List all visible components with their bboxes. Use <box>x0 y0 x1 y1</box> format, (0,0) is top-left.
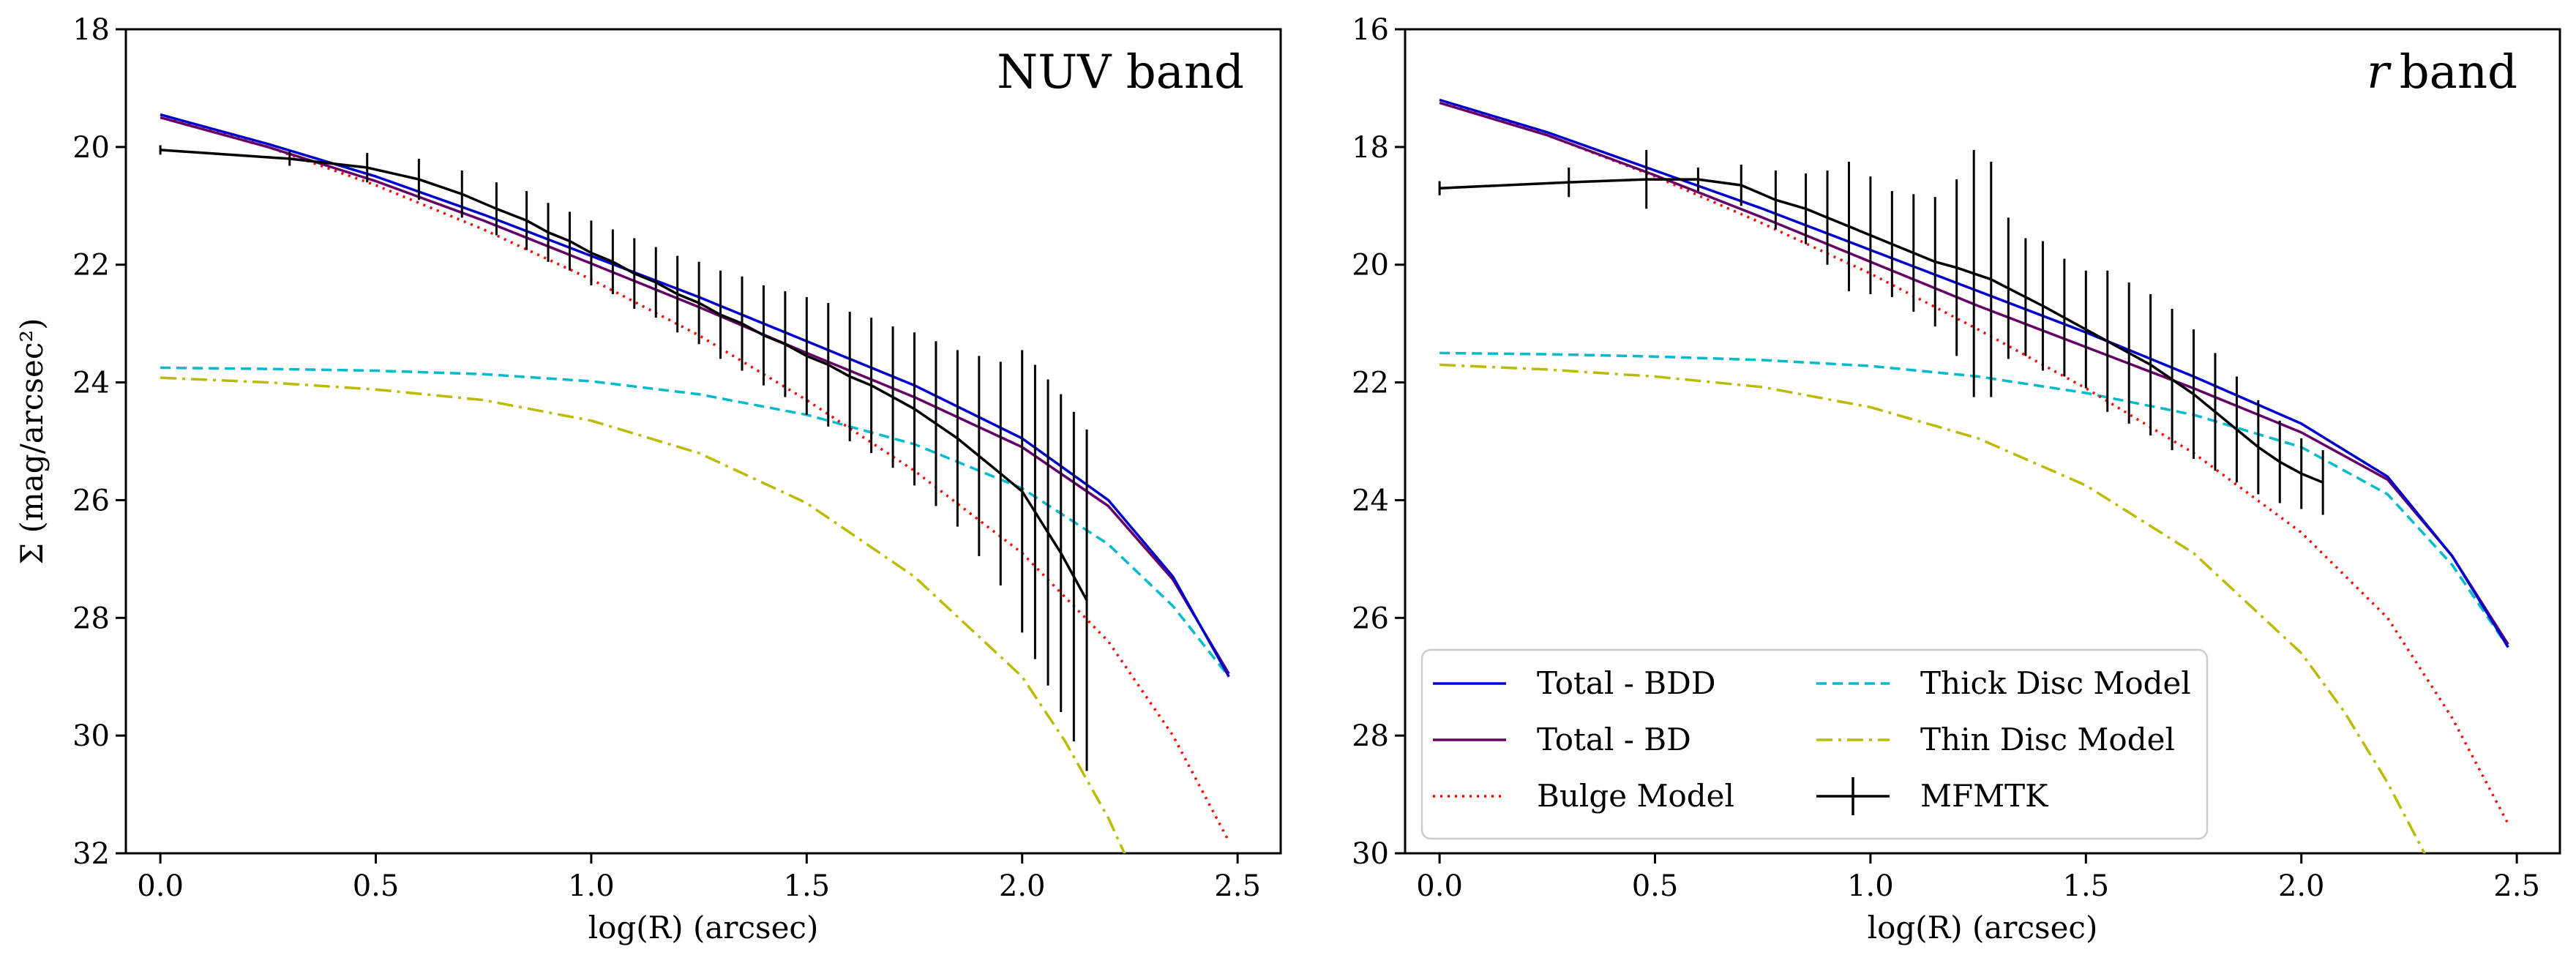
r-plot-marks <box>1438 98 2509 853</box>
legend-label-thin: Thin Disc Model <box>1920 722 2175 757</box>
nuv-plot-frame <box>124 28 1282 855</box>
legend-label-total_bdd: Total - BDD <box>1537 665 1716 701</box>
nuv-x-tick-label: 0.5 <box>353 869 400 903</box>
nuv-x-tick-label: 0.0 <box>137 869 184 903</box>
legend-item-total_bdd: Total - BDD <box>1433 665 1716 701</box>
nuv-x-tick-label: 1.5 <box>784 869 831 903</box>
r-band-title-rest: band <box>2400 45 2517 100</box>
nuv-y-tick-label: 18 <box>72 13 110 47</box>
r-y-tick-label: 18 <box>1352 131 1389 165</box>
r-x-tick-label: 2.5 <box>2493 869 2540 903</box>
nuv-chart-panel: 0.0 0.5 1.0 1.5 2.0 2.5 18 20 22 24 26 28 30 32 NUV b… <box>14 13 1282 946</box>
nuv-series-total_bdd <box>160 113 1230 678</box>
r-chart-panel: 0.0 0.5 1.0 1.5 2.0 2.5 16 18 20 22 24 26 28 30 r band… <box>1352 13 2561 946</box>
nuv-y-tick-label: 32 <box>72 837 110 871</box>
legend-item-bulge: Bulge Model <box>1433 778 1734 814</box>
nuv-x-tick-label: 2.5 <box>1214 869 1261 903</box>
nuv-y-tick-label: 24 <box>72 367 110 400</box>
r-series-thick <box>1439 351 2509 648</box>
nuv-y-tick-label: 20 <box>72 131 110 165</box>
r-y-tick-label: 22 <box>1352 367 1389 400</box>
r-band-title: r band <box>2367 45 2517 100</box>
legend-item-thick: Thick Disc Model <box>1816 665 2191 701</box>
r-x-tick-label: 1.5 <box>2063 869 2110 903</box>
r-x-tick-label: 1.0 <box>1847 869 1894 903</box>
legend-label-thick: Thick Disc Model <box>1920 665 2191 701</box>
legend-label-total_bd: Total - BD <box>1537 722 1691 757</box>
legend-label-mfmtk: MFMTK <box>1920 778 2049 814</box>
nuv-y-tick-label: 26 <box>72 484 110 517</box>
nuv-band-title: NUV band <box>997 45 1244 100</box>
r-x-tick-label: 0.0 <box>1416 869 1463 903</box>
r-y-tick-label: 28 <box>1352 719 1389 753</box>
nuv-series-thin <box>160 376 1126 853</box>
r-x-axis-label: log(R) (arcsec) <box>1868 910 2098 946</box>
r-x-tick-label: 2.0 <box>2278 869 2325 903</box>
r-series-thin <box>1439 363 2426 853</box>
r-y-tick-label: 20 <box>1352 249 1389 282</box>
legend-item-mfmtk: MFMTK <box>1816 777 2049 815</box>
legend-label-bulge: Bulge Model <box>1537 778 1734 814</box>
r-y-tick-label: 16 <box>1352 13 1389 47</box>
r-series-total_bdd <box>1439 98 2509 648</box>
nuv-series-thick <box>160 366 1230 678</box>
nuv-y-tick-label: 28 <box>72 602 110 635</box>
r-band-title-italic: r <box>2367 45 2392 100</box>
y-axis-label: Σ (mag/arcsec²) <box>14 318 50 564</box>
nuv-x-tick-label: 2.0 <box>999 869 1046 903</box>
r-series-mfmtk-line <box>1439 178 2324 484</box>
nuv-axis-ticks: 0.0 0.5 1.0 1.5 2.0 2.5 18 20 22 24 26 28 30 32 <box>72 13 1261 903</box>
r-series-total_bd <box>1439 101 2509 645</box>
r-axis-ticks: 0.0 0.5 1.0 1.5 2.0 2.5 16 18 20 22 24 26 28 30 <box>1352 13 2540 903</box>
nuv-plot-marks <box>159 113 1230 853</box>
r-y-tick-label: 26 <box>1352 602 1389 635</box>
nuv-x-axis-label: log(R) (arcsec) <box>588 910 819 946</box>
nuv-y-tick-label: 22 <box>72 249 110 282</box>
legend-box <box>1420 648 2209 840</box>
legend: Total - BDD Thick Disc Model Total - BD Thi… <box>1420 648 2209 840</box>
legend-item-total_bd: Total - BD <box>1433 722 1691 757</box>
legend-item-thin: Thin Disc Model <box>1816 722 2175 757</box>
r-y-tick-label: 30 <box>1352 837 1389 871</box>
r-x-tick-label: 0.5 <box>1632 869 1679 903</box>
r-y-tick-label: 24 <box>1352 484 1389 517</box>
nuv-x-tick-label: 1.0 <box>568 869 615 903</box>
nuv-y-tick-label: 30 <box>72 719 110 753</box>
